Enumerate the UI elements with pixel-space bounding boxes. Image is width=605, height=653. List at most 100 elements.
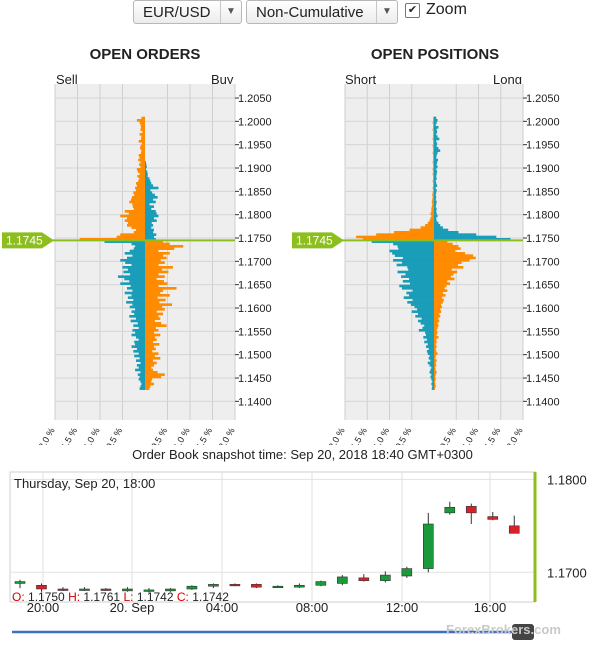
x-tick-label: 1.0 % [371, 426, 391, 445]
currency-pair-select[interactable]: EUR/USD ▼ [133, 0, 242, 24]
order-bar [410, 303, 434, 306]
order-bar [145, 354, 155, 358]
y-tick-label: 1.1700 [547, 565, 587, 580]
order-bar [434, 303, 442, 306]
candle-up [14, 581, 26, 584]
high-label: H: [68, 590, 81, 604]
order-bar [434, 165, 438, 169]
order-bar [145, 256, 167, 260]
open-orders-title: OPEN ORDERS [89, 46, 201, 63]
order-bar [145, 336, 155, 339]
order-bar [433, 147, 434, 150]
order-bar [145, 371, 158, 374]
order-bar [145, 163, 147, 166]
order-bar [125, 261, 145, 264]
order-bar [145, 273, 159, 276]
order-bar [141, 382, 145, 386]
order-bar [145, 263, 159, 267]
order-bar [434, 359, 437, 362]
order-bar [138, 179, 145, 183]
order-bar [393, 259, 434, 262]
order-bar [145, 296, 158, 299]
price-tick-label: 1.1700 [238, 256, 272, 268]
order-bar [145, 198, 154, 201]
mode-select[interactable]: Non-Cumulative ▼ [246, 0, 398, 24]
current-price-marker [2, 232, 54, 249]
order-bar [132, 203, 145, 206]
order-bar [412, 289, 434, 292]
order-bar [127, 256, 145, 260]
order-bar [434, 340, 437, 344]
order-bar [433, 177, 434, 180]
order-bar [417, 319, 434, 323]
order-bar [145, 221, 152, 225]
order-bar [433, 116, 434, 120]
order-bar [145, 254, 163, 257]
order-bar [139, 387, 145, 390]
order-bar [136, 184, 145, 187]
price-tick-label: 1.1400 [238, 396, 272, 408]
order-bar [434, 254, 474, 257]
order-bar [434, 175, 437, 178]
x-tick-label: 0.5 % [149, 426, 169, 445]
order-bar [120, 282, 145, 285]
price-tick-label: 1.1800 [238, 210, 272, 222]
order-bar [145, 177, 150, 180]
order-bar [136, 317, 145, 320]
order-bar [145, 310, 157, 313]
order-bar [434, 368, 436, 372]
order-bar [135, 343, 145, 346]
order-bar [434, 338, 437, 341]
order-bar [133, 298, 145, 302]
order-bar [145, 261, 165, 264]
price-candlestick-chart: 1.1800 1.1700 20:00 20. Sep 04:00 08:00 12:00 1… [9, 471, 587, 640]
order-bar [434, 296, 443, 299]
order-bar [432, 144, 434, 148]
order-bar [430, 375, 434, 379]
order-bar [434, 350, 437, 353]
order-bar [133, 231, 145, 234]
x-tick-label: 20:00 [27, 600, 60, 615]
order-bar [434, 343, 436, 346]
order-bar [434, 200, 437, 204]
order-bar [129, 249, 145, 253]
order-bar [136, 182, 145, 185]
order-bar [433, 119, 434, 122]
order-bar [426, 350, 434, 353]
order-bar [133, 350, 145, 353]
price-tick-label: 1.1850 [526, 186, 560, 198]
order-bar [116, 235, 145, 239]
order-bar [145, 242, 170, 246]
order-bar [434, 140, 437, 143]
order-bar [145, 280, 164, 283]
order-bar [434, 226, 443, 229]
order-bar [145, 350, 153, 353]
current-price-label: 1.1745 [6, 233, 43, 247]
order-bar [434, 357, 436, 360]
order-bar [434, 315, 441, 318]
order-bar [434, 128, 437, 131]
candle-up [315, 581, 327, 586]
order-bar [433, 170, 434, 173]
order-bar [434, 212, 437, 215]
order-bar [145, 375, 162, 379]
candle-up [444, 506, 456, 514]
order-bar [124, 291, 145, 295]
price-tick-label: 1.1600 [526, 303, 560, 315]
order-bar [429, 219, 434, 222]
order-bar [145, 380, 152, 383]
candle-up [272, 585, 284, 589]
order-bar [425, 331, 434, 334]
zoom-checkbox[interactable]: ✔ [405, 3, 420, 18]
order-bar [140, 361, 145, 365]
order-bar [371, 240, 434, 243]
order-bar [432, 385, 434, 388]
order-bar [145, 291, 161, 295]
order-bar [434, 382, 436, 386]
order-bar [145, 338, 157, 341]
order-bar [131, 294, 145, 297]
order-bar [434, 158, 439, 162]
order-bar [127, 268, 145, 271]
order-bar [135, 368, 145, 372]
order-bar [434, 361, 436, 365]
